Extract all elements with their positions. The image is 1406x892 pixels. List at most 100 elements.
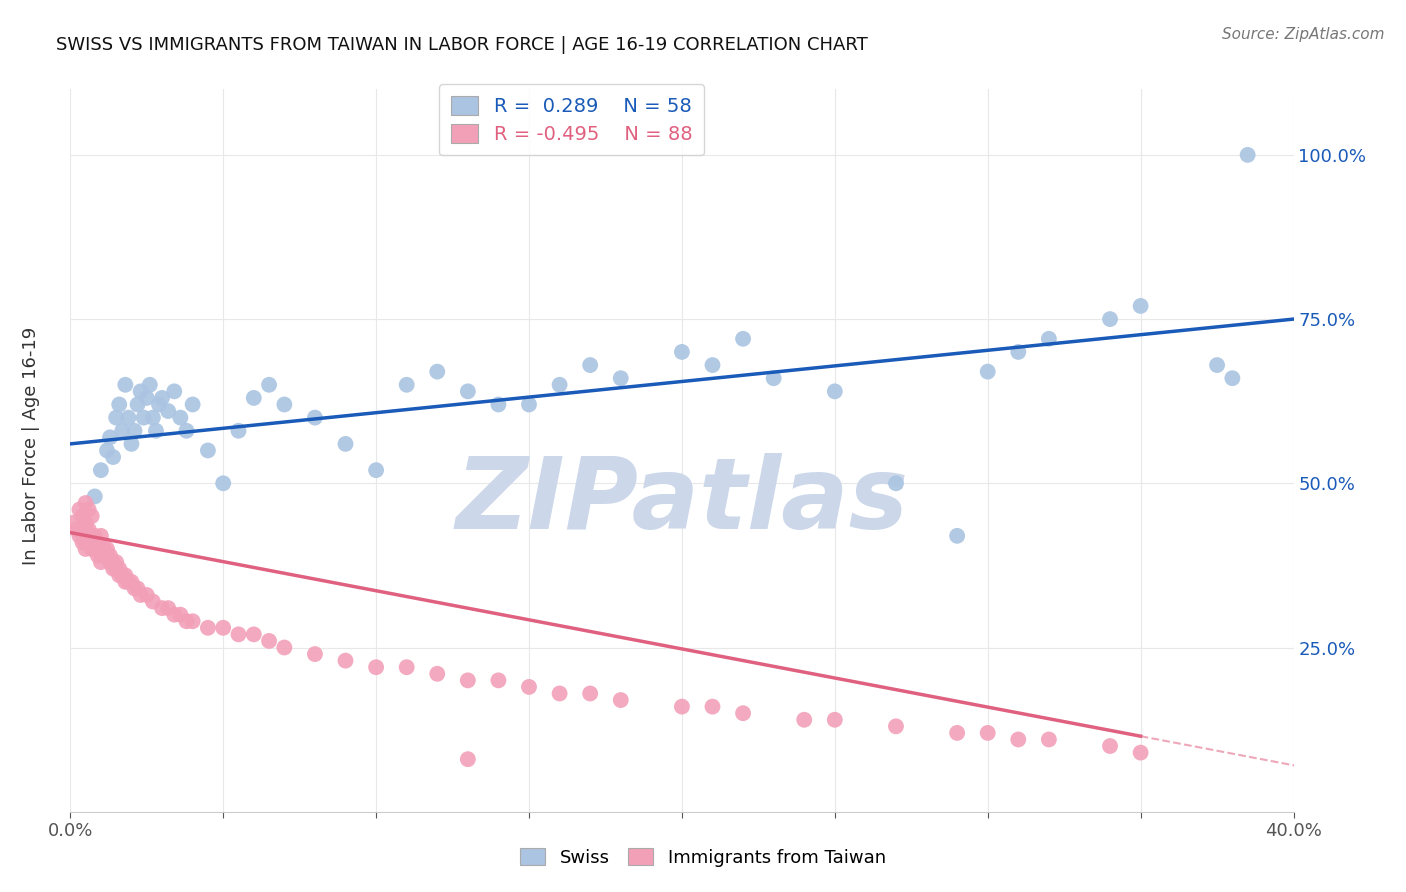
Point xyxy=(1220,371,1243,385)
Point xyxy=(117,410,139,425)
Point xyxy=(93,541,115,556)
Point xyxy=(98,549,121,563)
Point xyxy=(121,574,143,589)
Point xyxy=(304,410,326,425)
Point xyxy=(1099,312,1122,326)
Point xyxy=(457,384,479,399)
Legend: R =  0.289    N = 58, R = -0.495    N = 88: R = 0.289 N = 58, R = -0.495 N = 88 xyxy=(440,85,704,155)
Point xyxy=(127,582,149,596)
Point xyxy=(65,522,87,536)
Text: Source: ZipAtlas.com: Source: ZipAtlas.com xyxy=(1222,27,1385,42)
Point xyxy=(176,614,198,628)
Point xyxy=(1007,345,1029,359)
Point xyxy=(105,555,128,569)
Point xyxy=(150,391,173,405)
Point xyxy=(366,463,388,477)
Point xyxy=(108,397,131,411)
Point xyxy=(157,601,180,615)
Point xyxy=(80,541,103,556)
Point xyxy=(90,555,112,569)
Point xyxy=(163,384,186,399)
Point xyxy=(150,601,173,615)
Point xyxy=(69,529,91,543)
Point xyxy=(69,502,91,516)
Point xyxy=(169,607,191,622)
Point xyxy=(488,397,510,411)
Point xyxy=(762,371,785,385)
Point xyxy=(257,377,280,392)
Point xyxy=(1129,746,1152,760)
Point xyxy=(114,568,136,582)
Point xyxy=(946,529,969,543)
Point xyxy=(124,424,146,438)
Point xyxy=(96,541,118,556)
Text: ZIPatlas: ZIPatlas xyxy=(456,452,908,549)
Point xyxy=(426,365,449,379)
Point xyxy=(121,437,143,451)
Point xyxy=(976,726,998,740)
Point xyxy=(101,562,124,576)
Point xyxy=(702,699,724,714)
Point xyxy=(77,502,100,516)
Point xyxy=(824,713,846,727)
Point xyxy=(733,706,755,721)
Point xyxy=(548,686,571,700)
Point xyxy=(132,410,155,425)
Point xyxy=(793,713,815,727)
Point xyxy=(135,391,157,405)
Point xyxy=(87,535,110,549)
Point xyxy=(197,621,219,635)
Point xyxy=(108,562,131,576)
Point xyxy=(87,541,110,556)
Point xyxy=(108,568,131,582)
Point xyxy=(181,397,204,411)
Point xyxy=(105,410,128,425)
Point xyxy=(946,726,969,740)
Point xyxy=(105,562,128,576)
Point xyxy=(83,490,105,504)
Point xyxy=(75,496,97,510)
Point xyxy=(395,660,418,674)
Point xyxy=(129,384,152,399)
Point xyxy=(93,549,115,563)
Point xyxy=(212,476,235,491)
Point xyxy=(83,529,105,543)
Point xyxy=(135,588,157,602)
Point xyxy=(90,549,112,563)
Point xyxy=(169,410,191,425)
Point xyxy=(1038,332,1060,346)
Point xyxy=(101,450,124,464)
Point xyxy=(80,529,103,543)
Point xyxy=(1099,739,1122,753)
Point xyxy=(335,654,357,668)
Point xyxy=(335,437,357,451)
Point xyxy=(884,476,907,491)
Point xyxy=(548,377,571,392)
Point xyxy=(304,647,326,661)
Point xyxy=(1038,732,1060,747)
Point xyxy=(96,549,118,563)
Point xyxy=(457,752,479,766)
Point xyxy=(517,397,540,411)
Point xyxy=(1206,358,1229,372)
Point xyxy=(257,634,280,648)
Point xyxy=(610,693,633,707)
Text: SWISS VS IMMIGRANTS FROM TAIWAN IN LABOR FORCE | AGE 16-19 CORRELATION CHART: SWISS VS IMMIGRANTS FROM TAIWAN IN LABOR… xyxy=(56,36,868,54)
Point xyxy=(72,535,94,549)
Point xyxy=(884,719,907,733)
Point xyxy=(114,574,136,589)
Point xyxy=(75,541,97,556)
Point xyxy=(80,509,103,524)
Point xyxy=(114,377,136,392)
Point xyxy=(75,522,97,536)
Point xyxy=(824,384,846,399)
Point xyxy=(96,443,118,458)
Point xyxy=(139,377,162,392)
Point xyxy=(72,522,94,536)
Point xyxy=(80,535,103,549)
Text: In Labor Force | Age 16-19: In Labor Force | Age 16-19 xyxy=(22,326,39,566)
Point xyxy=(517,680,540,694)
Point xyxy=(243,627,266,641)
Point xyxy=(98,555,121,569)
Point xyxy=(176,424,198,438)
